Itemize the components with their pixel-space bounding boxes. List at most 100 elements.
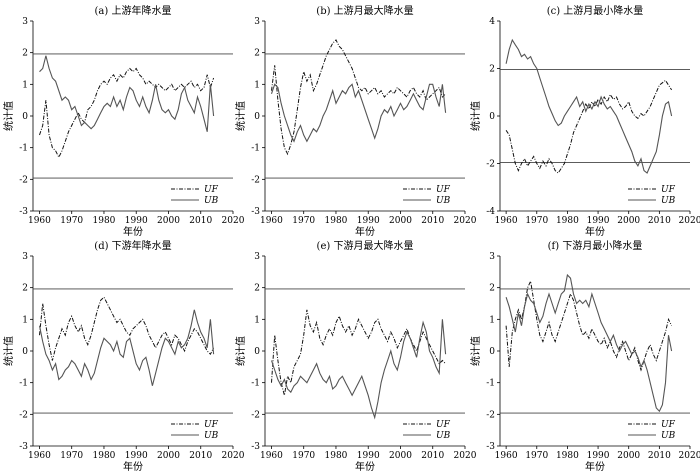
x-axis-label: 年份 (123, 460, 143, 472)
x-axis-label: 年份 (123, 225, 143, 238)
legend-label: UB (204, 431, 219, 441)
x-tick-label: 1970 (60, 451, 83, 461)
legend-label: UF (204, 185, 219, 195)
legend-label: UB (436, 196, 451, 206)
y-tick-label: 0 (489, 112, 495, 122)
x-tick-label: 1980 (556, 216, 579, 226)
series-line-uf (271, 309, 446, 396)
legend-label: UB (204, 196, 219, 206)
chart-panel: -3 -2 -1 0 1 2 3 1960 1970 1980 1990 2000 2010 2020 (e… (234, 239, 477, 472)
x-tick-label: 1960 (260, 451, 283, 461)
y-tick-label: -2 (19, 175, 28, 185)
x-tick-label: 2020 (454, 216, 477, 226)
series-line-ub (270, 83, 447, 143)
legend-label: UF (436, 185, 451, 195)
chart-panel: -4 -2 0 2 4 1960 1970 1980 1990 2000 2010 2020 (c) 上… (469, 4, 700, 238)
legend-label: UB (661, 196, 676, 206)
y-tick-label: 2 (489, 65, 495, 75)
x-tick-label: 1970 (525, 216, 548, 226)
y-tick-label: -2 (19, 410, 28, 420)
x-tick-label: 2010 (189, 451, 212, 461)
x-tick-label: 1980 (325, 216, 348, 226)
chart-title: (b) 上游月最大降水量 (316, 4, 413, 17)
chart-panel: -3 -2 -1 0 1 2 3 1960 1970 1980 1990 2000 2010 2020 (a… (2, 4, 245, 238)
x-axis-label: 年份 (585, 225, 605, 238)
x-tick-label: 2010 (648, 216, 671, 226)
series-line-uf (39, 296, 215, 361)
chart-title: (f) 下游月最小降水量 (548, 239, 643, 252)
x-tick-label: 2000 (157, 451, 180, 461)
y-axis-label: 统计值 (234, 336, 247, 366)
y-axis-label: 统计值 (2, 101, 15, 131)
y-tick-label: -3 (19, 442, 28, 452)
y-tick-label: 0 (489, 347, 495, 357)
chart-title: (a) 上游年降水量 (95, 4, 172, 17)
x-tick-label: 1960 (260, 216, 283, 226)
x-tick-label: 1970 (292, 216, 315, 226)
y-tick-label: 1 (489, 315, 495, 325)
y-tick-label: 2 (489, 284, 495, 294)
chart-title: (c) 上游月最小降水量 (547, 4, 644, 17)
y-axis-label: 统计值 (469, 101, 482, 131)
x-tick-label: 1980 (556, 451, 579, 461)
y-tick-label: 3 (22, 252, 28, 262)
y-tick-label: -2 (486, 410, 495, 420)
x-axis-label: 年份 (355, 225, 375, 238)
y-tick-label: 1 (254, 80, 260, 90)
y-tick-label: 1 (22, 315, 28, 325)
x-tick-label: 2020 (222, 216, 245, 226)
x-tick-label: 2000 (157, 216, 180, 226)
legend-label: UB (661, 431, 676, 441)
x-tick-label: 1990 (587, 216, 610, 226)
y-tick-label: 1 (22, 80, 28, 90)
x-tick-label: 1960 (28, 451, 51, 461)
y-tick-label: 2 (22, 284, 28, 294)
y-tick-label: -3 (19, 207, 28, 217)
y-tick-label: 3 (489, 252, 495, 262)
series-line-ub (38, 309, 215, 386)
x-tick-label: 1980 (93, 216, 116, 226)
x-tick-label: 2000 (389, 216, 412, 226)
y-tick-label: 3 (254, 252, 260, 262)
y-tick-label: -2 (486, 160, 495, 170)
y-tick-label: 0 (254, 112, 260, 122)
chart-panel: -3 -2 -1 0 1 2 3 1960 1970 1980 1990 2000 2010 2020 (b… (234, 4, 477, 238)
legend-label: UF (661, 185, 676, 195)
y-tick-label: -3 (251, 207, 260, 217)
y-axis-label: 统计值 (469, 336, 482, 366)
y-tick-label: 2 (254, 284, 260, 294)
x-tick-label: 2020 (679, 451, 700, 461)
series-line-uf (271, 39, 446, 156)
x-tick-label: 2010 (648, 451, 671, 461)
legend-label: UB (436, 431, 451, 441)
y-tick-label: -2 (251, 175, 260, 185)
legend-label: UF (661, 420, 676, 430)
chart-title: (e) 下游月最大降水量 (317, 239, 414, 252)
legend-label: UF (204, 420, 219, 430)
series-line-ub (505, 38, 673, 174)
series-line-ub (270, 319, 447, 420)
series-line-ub (505, 273, 673, 413)
x-tick-label: 2010 (421, 216, 444, 226)
y-tick-label: -1 (19, 379, 28, 389)
chart-panel: -3 -2 -1 0 1 2 3 1960 1970 1980 1990 2000 2010 2020 (d… (2, 239, 245, 472)
x-tick-label: 2000 (617, 216, 640, 226)
y-tick-label: -1 (486, 379, 495, 389)
y-tick-label: -1 (19, 144, 28, 154)
x-tick-label: 2010 (421, 451, 444, 461)
y-tick-label: 1 (254, 315, 260, 325)
series-line-uf (505, 279, 673, 372)
y-tick-label: -4 (486, 207, 495, 217)
x-tick-label: 2020 (454, 451, 477, 461)
series-line-uf (39, 67, 215, 159)
y-axis-label: 统计值 (2, 336, 15, 366)
x-tick-label: 2000 (617, 451, 640, 461)
y-tick-label: 2 (254, 49, 260, 59)
x-tick-label: 1960 (495, 216, 518, 226)
y-tick-label: 4 (489, 17, 495, 27)
x-tick-label: 1980 (93, 451, 116, 461)
x-tick-label: 1990 (125, 216, 148, 226)
y-tick-label: 3 (22, 17, 28, 27)
x-axis-label: 年份 (355, 460, 375, 472)
